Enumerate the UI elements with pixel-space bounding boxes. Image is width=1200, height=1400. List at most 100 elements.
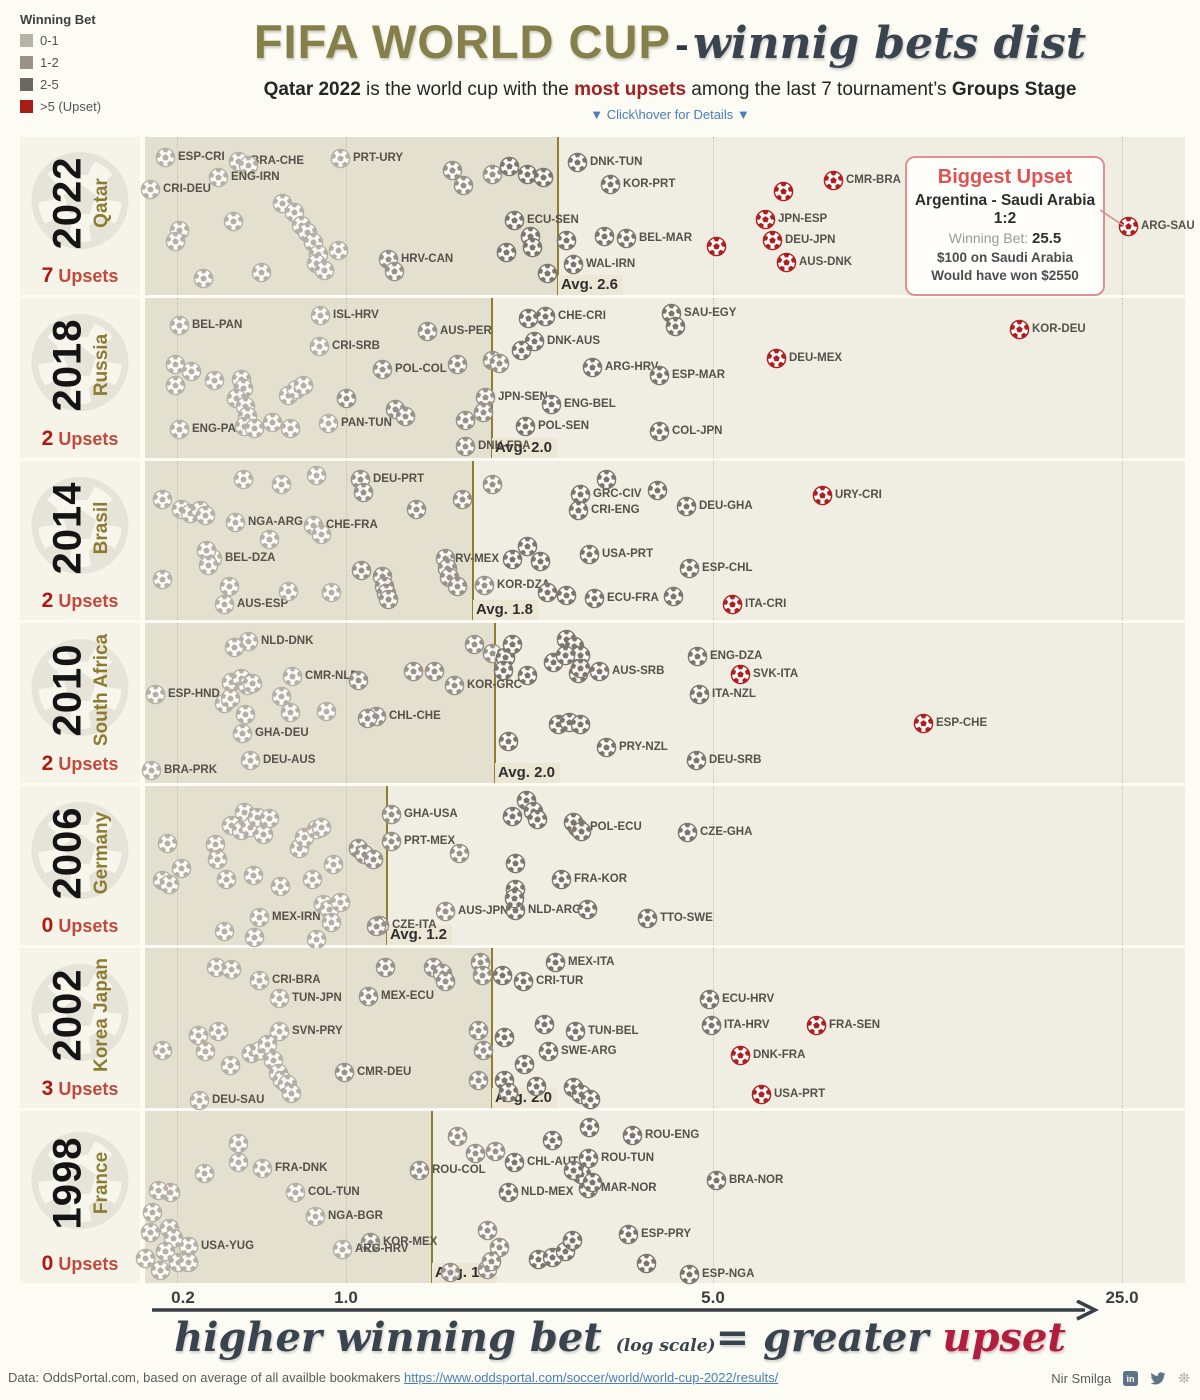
match-ball[interactable] (148, 1180, 169, 1201)
match-ball-BRA-PRK[interactable] (141, 760, 162, 781)
match-ball-ARG-HRV[interactable] (332, 1239, 353, 1260)
match-ball[interactable] (527, 809, 548, 830)
match-ball[interactable] (447, 576, 468, 597)
match-ball-URY-CRI[interactable] (812, 485, 833, 506)
match-ball[interactable] (155, 1241, 176, 1262)
match-ball-DEU-JPN[interactable] (762, 230, 783, 251)
match-ball[interactable] (481, 1251, 502, 1272)
match-ball[interactable] (306, 465, 327, 486)
match-ball[interactable] (473, 1040, 494, 1061)
match-ball[interactable] (336, 388, 357, 409)
match-ball-AUS-SRB[interactable] (589, 661, 610, 682)
match-ball[interactable] (562, 1230, 583, 1251)
match-ball-AUS-ESP[interactable] (214, 594, 235, 615)
match-ball-CMR-NLD[interactable] (282, 666, 303, 687)
match-ball[interactable] (502, 806, 523, 827)
match-ball[interactable] (198, 555, 219, 576)
match-ball[interactable] (221, 959, 242, 980)
match-ball[interactable] (534, 1014, 555, 1035)
match-ball[interactable] (594, 226, 615, 247)
match-ball[interactable] (468, 1020, 489, 1041)
match-ball-PRT-URY[interactable] (330, 148, 351, 169)
match-ball[interactable] (259, 808, 280, 829)
match-ball[interactable] (472, 965, 493, 986)
match-ball-ITA-HRV[interactable] (701, 1015, 722, 1036)
match-ball-ROU-ENG[interactable] (622, 1125, 643, 1146)
match-ball[interactable] (228, 1152, 249, 1173)
match-ball-MEX-ECU[interactable] (358, 986, 379, 1007)
match-ball-TUN-BEL[interactable] (565, 1021, 586, 1042)
match-ball-KOR-GRC[interactable] (444, 675, 465, 696)
match-ball[interactable] (157, 833, 178, 854)
match-ball-GHA-USA[interactable] (381, 804, 402, 825)
match-ball[interactable] (482, 474, 503, 495)
flower-icon[interactable]: ❊ (1178, 1370, 1190, 1386)
match-ball[interactable] (556, 585, 577, 606)
match-ball-CMR-BRA[interactable] (823, 170, 844, 191)
match-ball[interactable] (542, 1130, 563, 1151)
match-ball-AUS-DNK[interactable] (776, 252, 797, 273)
click-hover-hint[interactable]: ▼ Click\hover for Details ▼ (590, 107, 750, 122)
match-ball-FRA-KOR[interactable] (551, 869, 572, 890)
match-ball[interactable] (492, 965, 513, 986)
match-ball-CHL-AUT[interactable] (504, 1152, 525, 1173)
match-ball[interactable] (219, 576, 240, 597)
match-ball[interactable] (514, 1054, 535, 1075)
match-ball[interactable] (468, 1070, 489, 1091)
match-ball[interactable] (577, 899, 598, 920)
match-ball[interactable] (321, 582, 342, 603)
match-ball[interactable] (242, 673, 263, 694)
match-ball-ITA-NZL[interactable] (689, 684, 710, 705)
match-ball[interactable] (453, 175, 474, 196)
match-ball-KOR-MEX[interactable] (360, 1232, 381, 1253)
match-ball[interactable] (270, 876, 291, 897)
match-ball[interactable] (499, 156, 520, 177)
match-ball[interactable] (223, 211, 244, 232)
match-ball[interactable] (328, 240, 349, 261)
match-ball[interactable] (214, 921, 235, 942)
match-ball-FRA-SEN[interactable] (806, 1015, 827, 1036)
match-ball[interactable] (216, 869, 237, 890)
match-ball-WAL-IRN[interactable] (563, 254, 584, 275)
match-ball-BRA-NOR[interactable] (706, 1170, 727, 1191)
match-ball[interactable] (140, 1222, 161, 1243)
match-ball-KOR-DEU[interactable] (1009, 319, 1030, 340)
match-ball-CMR-DEU[interactable] (334, 1062, 355, 1083)
match-ball-KOR-PRT[interactable] (600, 174, 621, 195)
match-ball-BEL-PAN[interactable] (169, 315, 190, 336)
match-ball-ENG-DZA[interactable] (687, 646, 708, 667)
match-ball[interactable] (188, 1025, 209, 1046)
match-ball[interactable] (384, 261, 405, 282)
match-ball[interactable] (220, 688, 241, 709)
match-ball[interactable] (435, 971, 456, 992)
match-ball-ARG-HRV[interactable] (582, 357, 603, 378)
match-ball[interactable] (316, 701, 337, 722)
match-ball[interactable] (165, 375, 186, 396)
match-ball[interactable] (193, 268, 214, 289)
twitter-icon[interactable] (1150, 1371, 1166, 1386)
match-ball[interactable] (505, 853, 526, 874)
match-ball[interactable] (424, 661, 445, 682)
match-ball[interactable] (259, 529, 280, 550)
match-ball[interactable] (171, 858, 192, 879)
match-ball[interactable] (135, 1248, 156, 1269)
match-ball-ENG-PAN[interactable] (169, 419, 190, 440)
match-ball[interactable] (498, 1082, 519, 1103)
match-ball[interactable] (464, 634, 485, 655)
match-ball-PRY-NZL[interactable] (596, 737, 617, 758)
match-ball[interactable] (440, 1262, 461, 1283)
match-ball-ECU-FRA[interactable] (584, 588, 605, 609)
match-ball-DNK-TUN[interactable] (567, 152, 588, 173)
match-ball[interactable] (165, 231, 186, 252)
linkedin-icon[interactable]: in (1123, 1371, 1139, 1386)
match-ball[interactable] (489, 353, 510, 374)
match-ball[interactable] (706, 236, 727, 257)
match-ball[interactable] (570, 714, 591, 735)
match-ball[interactable] (570, 658, 591, 679)
match-ball[interactable] (579, 1117, 600, 1138)
match-ball[interactable] (363, 849, 384, 870)
match-ball[interactable] (537, 263, 558, 284)
match-ball[interactable] (235, 704, 256, 725)
match-ball[interactable] (647, 480, 668, 501)
match-ball[interactable] (165, 354, 186, 375)
